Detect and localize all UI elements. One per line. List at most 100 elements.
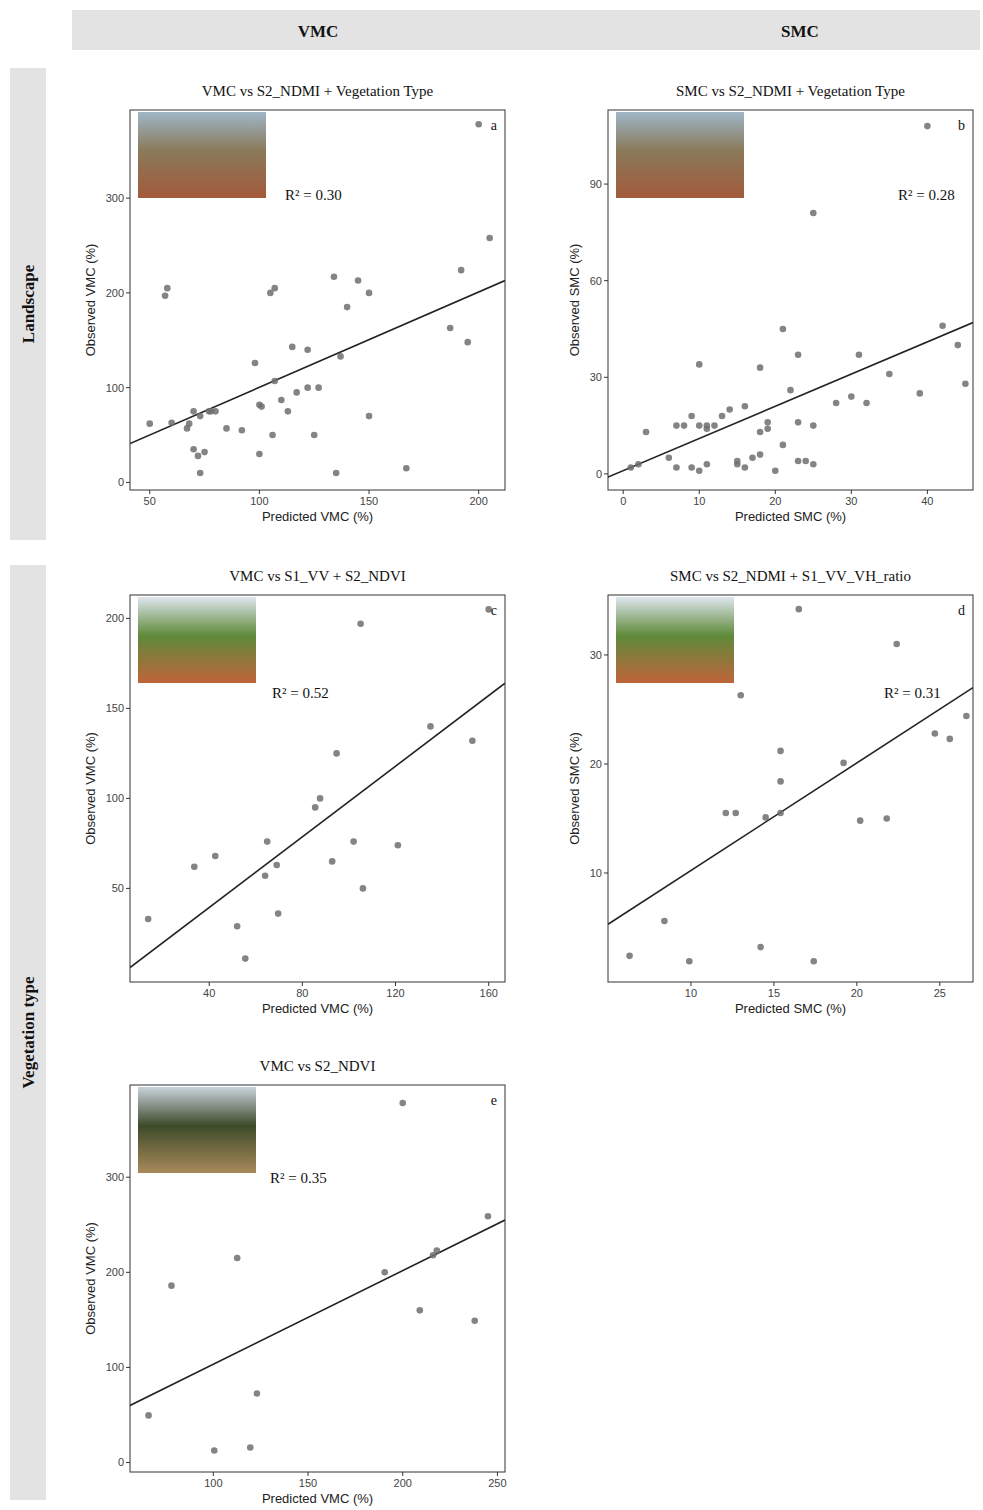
data-point [688, 413, 695, 420]
y-tick-label: 30 [590, 371, 602, 383]
data-point [304, 384, 311, 391]
data-point [475, 121, 482, 128]
data-point [719, 413, 726, 420]
x-tick [939, 982, 940, 986]
data-point [234, 1255, 241, 1262]
data-point [764, 419, 771, 426]
y-tick-label: 150 [106, 702, 124, 714]
x-axis-title: Predicted VMC (%) [262, 1001, 373, 1016]
data-point [201, 449, 208, 456]
x-tick-label: 200 [394, 1477, 412, 1489]
x-tick [773, 982, 774, 986]
data-point [840, 760, 847, 767]
data-point [772, 467, 779, 474]
marks [130, 1100, 505, 1454]
column-header: SMC [781, 22, 819, 41]
x-tick-label: 200 [470, 495, 488, 507]
plot-frame [130, 110, 505, 490]
fit-line [608, 688, 973, 925]
y-tick [126, 387, 130, 388]
x-tick-label: 160 [480, 987, 498, 999]
data-point [162, 292, 169, 299]
data-point [471, 1318, 478, 1325]
photo-inset [138, 112, 266, 198]
data-point [711, 422, 718, 429]
data-point [381, 1269, 388, 1276]
data-point [464, 339, 471, 346]
data-point [696, 467, 703, 474]
data-point [146, 420, 153, 427]
y-tick [604, 377, 608, 378]
data-point [312, 804, 319, 811]
y-tick [126, 1272, 130, 1273]
x-tick [395, 982, 396, 986]
data-point [315, 384, 322, 391]
marks [130, 606, 505, 967]
data-point [696, 361, 703, 368]
x-tick [927, 490, 928, 494]
data-point [191, 864, 198, 871]
y-tick-label: 0 [596, 468, 602, 480]
y-tick-label: 200 [106, 287, 124, 299]
marks [130, 121, 505, 476]
x-tick [369, 490, 370, 494]
panel-title: SMC vs S2_NDMI + Vegetation Type [676, 83, 905, 99]
panel-title: VMC vs S2_NDVI [260, 1058, 376, 1074]
label-patch [270, 684, 331, 702]
y-tick [126, 292, 130, 293]
y-tick-label: 10 [590, 867, 602, 879]
y-tick-label: 200 [106, 1266, 124, 1278]
label-patch [882, 684, 943, 702]
data-point [777, 810, 784, 817]
data-point [164, 285, 171, 292]
panel-letter: c [491, 603, 497, 618]
y-tick [126, 1462, 130, 1463]
panel: SMC vs S2_NDMI + Vegetation Type01020304… [567, 83, 973, 524]
y-tick-label: 0 [118, 1456, 124, 1468]
y-tick [126, 1177, 130, 1178]
r-squared: R² = 0.35 [270, 1170, 327, 1186]
y-tick-label: 100 [106, 1361, 124, 1373]
data-point [329, 858, 336, 865]
x-tick-label: 20 [851, 987, 863, 999]
y-tick [126, 708, 130, 709]
x-tick [149, 490, 150, 494]
x-tick [775, 490, 776, 494]
x-axis-title: Predicted VMC (%) [262, 1491, 373, 1506]
x-tick-label: 30 [845, 495, 857, 507]
data-point [932, 730, 939, 737]
data-point [333, 470, 340, 477]
data-point [273, 862, 280, 869]
data-point [190, 446, 197, 453]
data-point [757, 944, 764, 951]
photo-inset [138, 597, 256, 683]
data-point [635, 461, 642, 468]
y-tick-label: 50 [112, 882, 124, 894]
x-tick-label: 80 [296, 987, 308, 999]
data-point [962, 380, 969, 387]
data-point [275, 910, 282, 917]
x-axis-title: Predicted VMC (%) [262, 509, 373, 524]
data-point [416, 1307, 423, 1314]
data-point [780, 442, 787, 449]
data-point [486, 235, 493, 242]
data-point [211, 1447, 218, 1454]
data-point [810, 210, 817, 217]
y-tick [604, 654, 608, 655]
figure: VMCSMCLandscapeVegetation typeVMC vs S2_… [0, 0, 983, 1510]
data-point [681, 422, 688, 429]
marks [608, 606, 973, 965]
data-point [285, 408, 292, 415]
data-point [661, 918, 668, 925]
data-point [886, 371, 893, 378]
data-point [777, 748, 784, 755]
photo-inset [616, 597, 734, 683]
x-tick [259, 490, 260, 494]
data-point [757, 429, 764, 436]
data-point [168, 1282, 175, 1289]
panel-letter: a [491, 118, 498, 133]
data-point [704, 461, 711, 468]
y-tick-label: 300 [106, 192, 124, 204]
column-header-band [72, 10, 980, 50]
data-point [833, 400, 840, 407]
